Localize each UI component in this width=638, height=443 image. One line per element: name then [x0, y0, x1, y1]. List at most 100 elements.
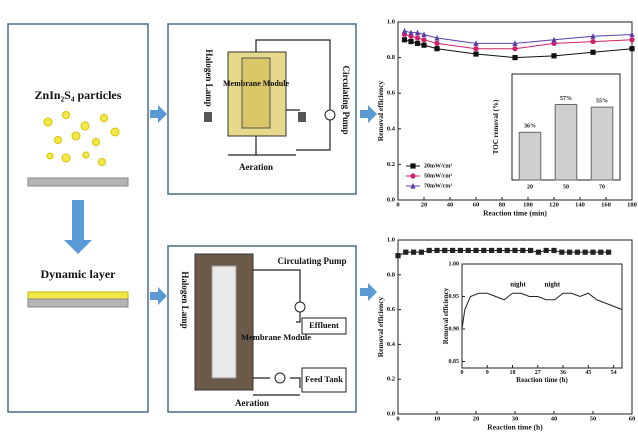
marker: [489, 248, 494, 253]
marker: [528, 248, 533, 253]
effluent-label: Effluent: [309, 320, 339, 330]
marker: [551, 248, 556, 253]
marker: [402, 37, 407, 42]
x-tick-label: 20: [527, 184, 533, 190]
lamp-icon: [204, 112, 212, 122]
marker: [629, 37, 634, 42]
x-axis-title: Reaction time (min): [483, 208, 547, 217]
marker: [466, 248, 471, 253]
marker: [512, 248, 517, 253]
marker: [590, 39, 595, 44]
pump: [295, 302, 305, 312]
marker: [544, 248, 549, 253]
legend-label: 50mW/cm²: [424, 173, 452, 179]
marker: [473, 51, 478, 56]
x-axis-title: Reaction time (h): [516, 376, 568, 384]
value-label: 55%: [596, 99, 608, 105]
marker: [567, 250, 572, 255]
marker: [598, 250, 603, 255]
plot-frame: [462, 264, 622, 368]
marker: [442, 248, 447, 253]
arrow: [150, 287, 167, 305]
x-tick-label: 0: [396, 416, 399, 423]
x-tick-label: 9: [486, 370, 489, 376]
marker: [583, 250, 588, 255]
marker: [434, 248, 439, 253]
marker: [606, 250, 611, 255]
marker: [590, 250, 595, 255]
legend-label: 20mW/cm²: [424, 163, 452, 169]
marker: [551, 53, 556, 58]
x-tick-label: 45: [585, 370, 591, 376]
aeration-label: Aeration: [239, 162, 273, 172]
marker: [411, 250, 416, 255]
y-tick-label: 0.4: [387, 125, 396, 132]
x-tick-label: 10: [434, 416, 441, 423]
membrane: [28, 178, 128, 186]
x-tick-label: 40: [551, 416, 558, 423]
y-axis-title: Removal efficiency: [442, 287, 450, 344]
y-axis-title: TOC removal (%): [492, 99, 500, 154]
marker: [512, 46, 517, 51]
feed-label: Feed Tank: [305, 374, 343, 384]
y-tick-label: 0.2: [387, 376, 395, 383]
x-tick-label: 54: [611, 370, 617, 376]
marker: [473, 46, 478, 51]
particles: [44, 112, 119, 166]
figure: ZnIn₂S₄ particles Dynamic layer Halogen …: [0, 0, 638, 443]
marker: [415, 41, 420, 46]
module-label: Membrane Module: [223, 79, 289, 88]
module-photo: [212, 266, 236, 378]
bar: [555, 104, 577, 180]
x-tick-label: 50: [590, 416, 597, 423]
x-tick-label: 180: [627, 202, 637, 209]
value-label: 36%: [524, 124, 536, 130]
module-label: Membrane Module: [241, 332, 311, 342]
bar: [519, 132, 541, 180]
x-tick-label: 50: [563, 184, 569, 190]
arrow: [360, 283, 377, 301]
pump: [325, 110, 335, 120]
marker: [434, 46, 439, 51]
pump-label: Circulating Pump: [277, 256, 346, 266]
marker: [450, 248, 455, 253]
y-tick-label: 0.6: [387, 306, 396, 313]
pump: [275, 373, 285, 383]
x-tick-label: 20: [421, 202, 428, 209]
x-tick-label: 0: [396, 202, 399, 209]
annotation: night: [545, 280, 561, 288]
x-tick-label: 60: [473, 202, 480, 209]
marker: [590, 50, 595, 55]
module: [242, 58, 270, 128]
y-tick-label: 1.0: [387, 236, 395, 243]
lamp-label: Halogen Lamp: [204, 49, 214, 106]
layer-label: Dynamic layer: [41, 267, 117, 281]
y-tick-label: 1.0: [387, 18, 395, 25]
x-tick-label: 120: [549, 202, 559, 209]
marker: [575, 250, 580, 255]
marker: [421, 37, 426, 42]
marker: [559, 250, 564, 255]
x-axis-title: Reaction time (h): [487, 422, 543, 431]
y-axis-title: Removal efficiency: [376, 296, 385, 357]
value-label: 57%: [560, 96, 572, 102]
marker: [512, 55, 517, 60]
x-tick-label: 40: [447, 202, 454, 209]
marker: [403, 250, 408, 255]
marker: [629, 46, 634, 51]
y-tick-label: 0.0: [387, 196, 395, 203]
y-tick-label: 0.85: [449, 359, 460, 365]
y-tick-label: 0.8: [387, 271, 396, 278]
x-tick-label: 60: [629, 416, 636, 423]
x-tick-label: 20: [473, 416, 480, 423]
y-tick-label: 0.95: [449, 294, 460, 300]
marker: [481, 248, 486, 253]
y-tick-label: 0.90: [449, 326, 460, 332]
marker: [434, 41, 439, 46]
dynamic-layer: [28, 292, 128, 299]
y-tick-label: 0.4: [387, 341, 396, 348]
aeration-label: Aeration: [235, 398, 269, 408]
y-axis-title: Removal efficiency: [376, 80, 385, 141]
marker: [419, 250, 424, 255]
x-tick-label: 140: [575, 202, 585, 209]
